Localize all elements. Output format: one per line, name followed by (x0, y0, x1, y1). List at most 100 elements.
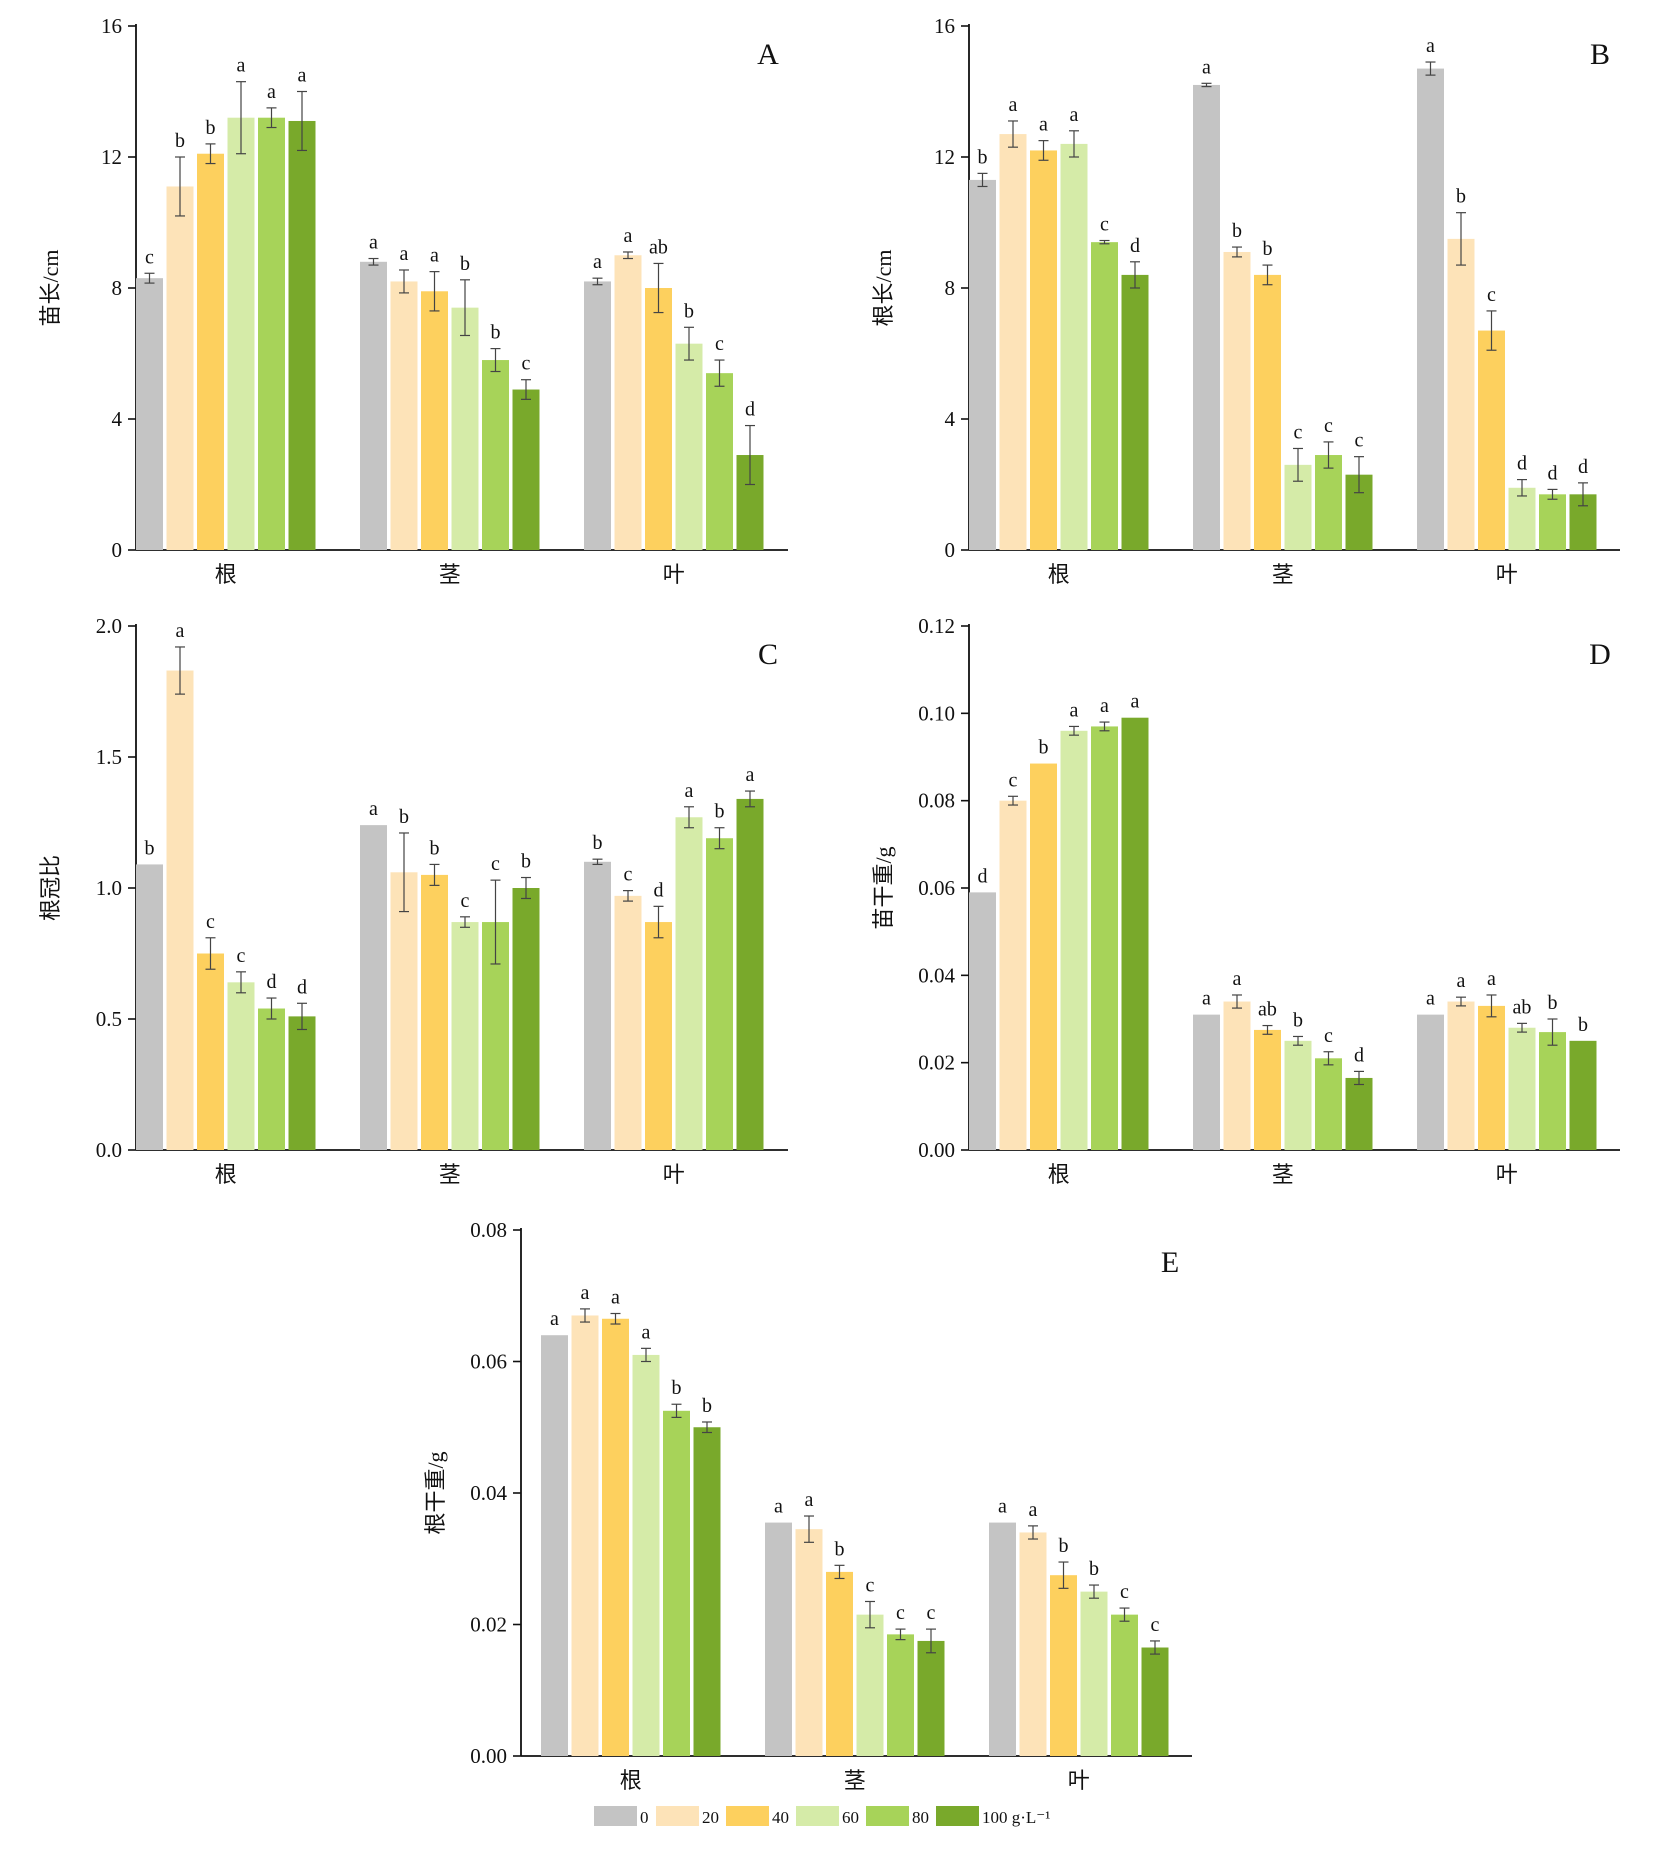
significance-label: a (1202, 56, 1211, 78)
x-tick-label: 叶 (1068, 1768, 1090, 1793)
bar (999, 800, 1027, 1150)
significance-label: c (1009, 769, 1018, 791)
significance-label: a (998, 1496, 1007, 1518)
y-tick-label: 0 (112, 538, 123, 562)
significance-label: a (1009, 94, 1018, 116)
significance-label: b (460, 253, 470, 275)
bar (166, 670, 194, 1150)
significance-label: c (237, 945, 246, 967)
bar (1508, 487, 1536, 550)
y-tick-label: 1.0 (96, 876, 122, 900)
significance-label: ab (1258, 999, 1277, 1021)
significance-label: d (1130, 235, 1140, 257)
bar (917, 1640, 945, 1756)
significance-label: a (430, 245, 439, 267)
bar (451, 307, 479, 550)
bar (999, 134, 1027, 550)
bar (765, 1522, 792, 1756)
bar (1060, 143, 1088, 550)
significance-label: b (1578, 1014, 1588, 1036)
significance-label: c (866, 1574, 875, 1596)
significance-label: a (1070, 104, 1079, 126)
bar (1447, 238, 1475, 550)
y-tick-label: 4 (945, 407, 956, 431)
bar (421, 874, 448, 1150)
bar (288, 1016, 316, 1150)
significance-label: b (1456, 186, 1466, 208)
bar (614, 895, 642, 1150)
significance-label: b (978, 146, 988, 168)
significance-label: c (1487, 284, 1496, 306)
significance-label: c (145, 246, 154, 268)
y-tick-label: 0.08 (918, 789, 955, 813)
significance-label: a (1426, 988, 1435, 1010)
y-tick-label: 0.12 (918, 614, 955, 638)
bar (1478, 1005, 1505, 1150)
significance-label: b (491, 322, 501, 344)
significance-label: a (1100, 695, 1109, 717)
bar (675, 343, 703, 550)
significance-label: a (1233, 968, 1242, 990)
x-tick-label: 根 (1048, 562, 1070, 587)
bar (584, 281, 611, 550)
significance-label: a (1202, 988, 1211, 1010)
y-tick-label: 1.5 (96, 745, 122, 769)
significance-label: b (1293, 1009, 1303, 1031)
significance-label: c (715, 333, 724, 355)
bar (706, 373, 733, 550)
x-tick-label: 茎 (1272, 562, 1294, 587)
x-tick-label: 根 (215, 1162, 237, 1187)
significance-label: a (746, 764, 755, 786)
significance-label: c (927, 1602, 936, 1624)
significance-label: c (1100, 214, 1109, 236)
y-axis-label: 根长/cm (871, 250, 896, 327)
bar (1193, 84, 1220, 550)
significance-label: b (206, 117, 216, 139)
bar (1569, 1040, 1597, 1150)
y-tick-label: 8 (945, 276, 956, 300)
significance-label: d (1578, 456, 1588, 478)
significance-label: b (702, 1395, 712, 1417)
significance-label: a (1039, 114, 1048, 136)
bar (512, 888, 540, 1150)
significance-label: a (581, 1282, 590, 1304)
significance-label: d (745, 399, 755, 421)
legend-label: 20 (702, 1808, 719, 1827)
significance-label: a (805, 1489, 814, 1511)
legend-label: 40 (772, 1808, 789, 1827)
significance-label: c (206, 911, 215, 933)
significance-label: d (1548, 462, 1558, 484)
significance-label: a (685, 780, 694, 802)
y-tick-label: 0.02 (918, 1051, 955, 1075)
bar (1539, 1032, 1566, 1150)
bar (1030, 763, 1057, 1150)
y-tick-label: 0.04 (470, 1481, 507, 1505)
significance-label: a (593, 251, 602, 273)
bar (602, 1318, 629, 1756)
legend-swatch (796, 1806, 839, 1826)
bar (856, 1614, 884, 1756)
significance-label: c (461, 890, 470, 912)
legend-label: 80 (912, 1808, 929, 1827)
x-tick-label: 根 (620, 1768, 642, 1793)
bar (197, 153, 224, 550)
bar (693, 1427, 721, 1756)
significance-label: a (267, 81, 276, 103)
significance-label: d (1354, 1044, 1364, 1066)
legend-swatch (656, 1806, 699, 1826)
significance-label: b (1548, 992, 1558, 1014)
bar (1345, 1077, 1373, 1150)
bar (1417, 1014, 1444, 1150)
significance-label: a (550, 1308, 559, 1330)
significance-label: a (369, 232, 378, 254)
significance-label: a (624, 225, 633, 247)
bar (482, 360, 509, 550)
bar (1539, 494, 1566, 550)
bar (1223, 1001, 1251, 1150)
significance-label: b (1039, 737, 1049, 759)
significance-label: d (297, 976, 307, 998)
bar (390, 872, 418, 1150)
significance-label: a (237, 55, 246, 77)
